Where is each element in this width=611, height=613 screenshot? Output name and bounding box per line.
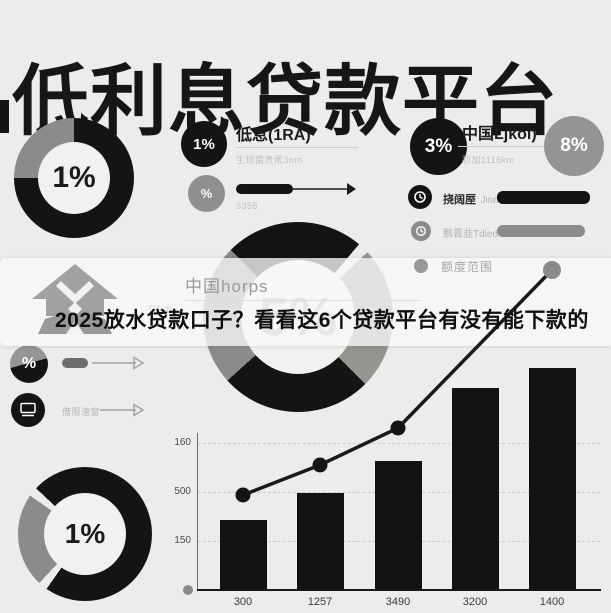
bar <box>296 493 344 590</box>
bullet-dot-icon <box>414 259 428 273</box>
faint-watermark-text: TZvb <box>147 304 173 316</box>
bar <box>451 388 499 590</box>
monitor-icon <box>11 393 45 427</box>
left-edge-mark <box>0 100 9 133</box>
axis-origin-dot <box>183 585 193 595</box>
x-tick-label: 1400 <box>539 596 565 608</box>
panel-subtext: 生琐菌贵貮3nm <box>236 155 303 165</box>
donut-value: 1% <box>44 493 126 575</box>
y-tick-label: 150 <box>174 535 191 546</box>
bar <box>374 461 422 590</box>
donut-chart-bottom-left: 1% <box>18 467 152 601</box>
row-label: 借限速窗 <box>62 407 101 417</box>
x-tick-label: 3490 <box>385 596 411 608</box>
y-axis <box>197 433 198 590</box>
clock-icon <box>408 185 432 209</box>
home-agent-icon <box>32 264 118 334</box>
headline-banner[interactable]: 中国horps TZvb 2025放水贷款口子？看看这6个贷款平台有没有能下款的 <box>0 258 611 346</box>
progress-pill <box>62 358 88 368</box>
row-label: 鹏晋韭Tdied <box>443 229 499 240</box>
headline-text[interactable]: 2025放水贷款口子？看看这6个贷款平台有没有能下款的 <box>55 309 589 332</box>
percent-badge: 8% <box>544 116 604 176</box>
y-tick-label: 500 <box>174 486 191 497</box>
clock-icon <box>411 221 431 241</box>
x-tick-label: 1257 <box>307 596 333 608</box>
percent-badge: % <box>10 345 48 383</box>
row-label: 额度范围 <box>441 260 494 274</box>
progress-pill <box>497 225 585 237</box>
panel-subtext: 初加1116km <box>462 155 515 165</box>
donut-chart-top-left: 1% <box>14 118 134 238</box>
bar <box>219 520 267 590</box>
divider <box>236 147 358 148</box>
donut-value: 1% <box>38 142 110 214</box>
percent-badge: % <box>188 175 225 212</box>
brand-text: 中国horps <box>185 277 269 296</box>
x-axis <box>197 589 601 591</box>
x-tick-label: 300 <box>233 596 253 608</box>
progress-pill <box>236 184 293 194</box>
panel-heading: 低息(1RA) <box>236 127 311 144</box>
y-tick-label: 160 <box>174 437 191 448</box>
percent-badge: 3% <box>410 118 467 175</box>
panel-heading: 中国Ljkol) <box>462 126 537 143</box>
panel-note: 3356 <box>236 201 259 211</box>
bar <box>528 368 576 590</box>
percent-badge: 1% <box>181 121 227 167</box>
row-label: 挠阔厔 Jinm <box>443 194 502 206</box>
divider <box>458 146 544 147</box>
x-tick-label: 3200 <box>462 596 488 608</box>
progress-pill <box>497 191 590 204</box>
divider <box>185 300 420 301</box>
